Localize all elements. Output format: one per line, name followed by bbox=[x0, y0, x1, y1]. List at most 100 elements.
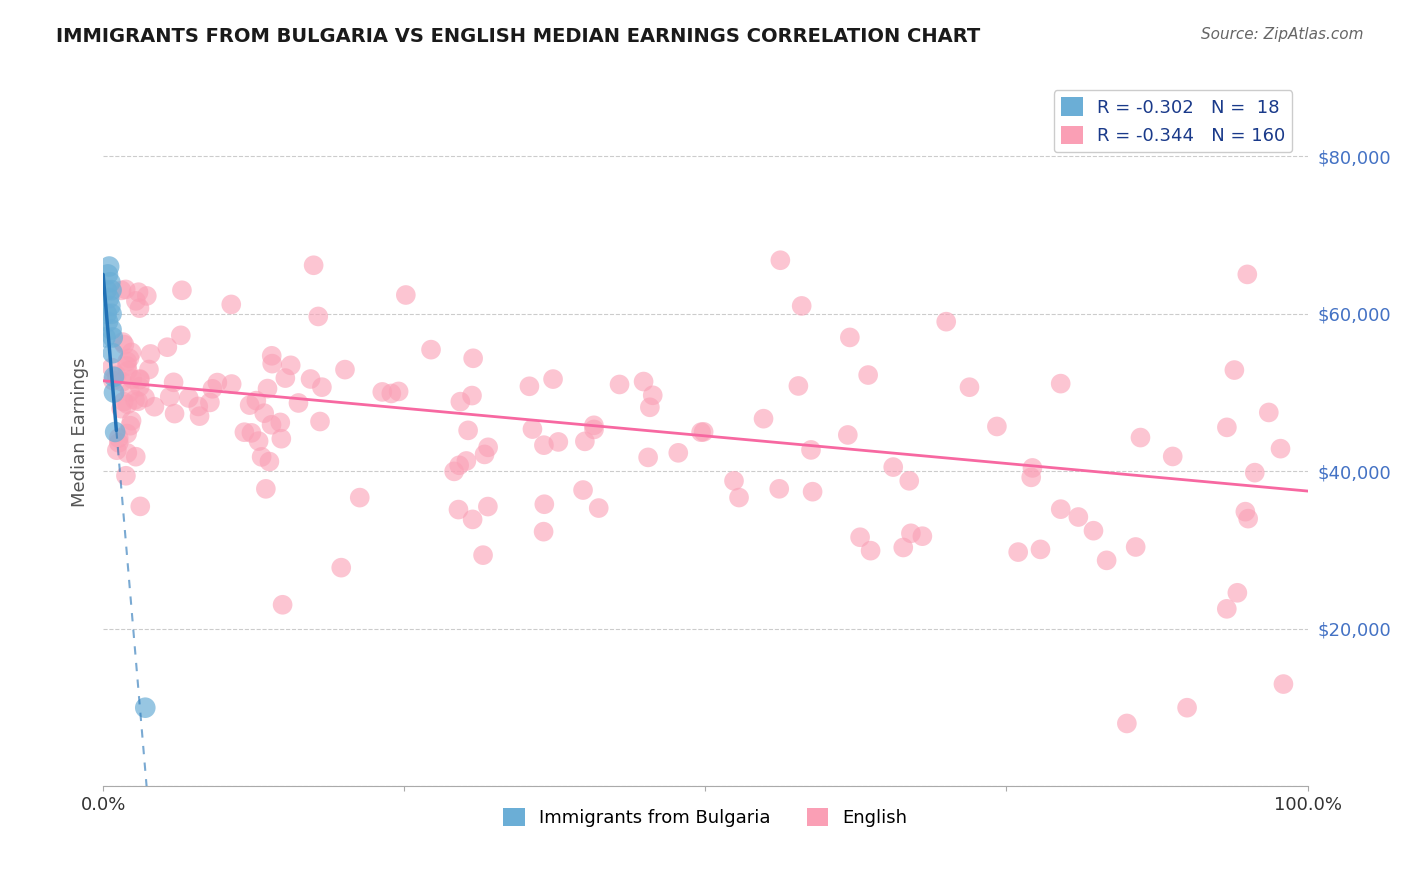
Point bbox=[900, 526, 922, 541]
Point bbox=[118, 384, 141, 399]
Point bbox=[1216, 602, 1239, 616]
Point bbox=[177, 391, 200, 405]
Point bbox=[752, 411, 775, 425]
Point bbox=[533, 438, 555, 452]
Point bbox=[666, 446, 689, 460]
Point bbox=[240, 425, 263, 440]
Point bbox=[461, 388, 484, 402]
Point bbox=[101, 374, 124, 388]
Point bbox=[114, 282, 136, 296]
Point bbox=[572, 483, 595, 497]
Point bbox=[201, 382, 224, 396]
Point bbox=[307, 310, 329, 324]
Point bbox=[221, 377, 243, 392]
Point bbox=[188, 409, 211, 424]
Point bbox=[274, 371, 297, 385]
Point bbox=[1007, 545, 1029, 559]
Point bbox=[233, 425, 256, 440]
Point bbox=[101, 330, 124, 344]
Point bbox=[98, 260, 121, 274]
Point bbox=[280, 359, 302, 373]
Point bbox=[768, 482, 790, 496]
Point bbox=[1223, 363, 1246, 377]
Point bbox=[609, 377, 631, 392]
Point bbox=[118, 351, 141, 366]
Point bbox=[100, 283, 122, 297]
Point bbox=[1049, 376, 1071, 391]
Point bbox=[1125, 540, 1147, 554]
Point bbox=[582, 418, 605, 433]
Point bbox=[253, 406, 276, 420]
Point bbox=[457, 423, 479, 437]
Point bbox=[1021, 461, 1043, 475]
Point bbox=[522, 422, 544, 436]
Point bbox=[1270, 442, 1292, 456]
Point bbox=[259, 454, 281, 468]
Point bbox=[287, 396, 309, 410]
Point bbox=[247, 434, 270, 449]
Point bbox=[541, 372, 564, 386]
Point bbox=[371, 384, 394, 399]
Point bbox=[838, 330, 860, 344]
Point bbox=[477, 500, 499, 514]
Point bbox=[128, 301, 150, 315]
Point bbox=[420, 343, 443, 357]
Point bbox=[135, 289, 157, 303]
Point bbox=[935, 315, 957, 329]
Point bbox=[115, 359, 138, 373]
Point bbox=[128, 380, 150, 394]
Point bbox=[97, 268, 120, 282]
Point bbox=[1226, 586, 1249, 600]
Point bbox=[100, 322, 122, 336]
Point bbox=[270, 432, 292, 446]
Point bbox=[207, 376, 229, 390]
Point bbox=[98, 275, 121, 289]
Point bbox=[159, 390, 181, 404]
Point bbox=[262, 357, 284, 371]
Point bbox=[115, 426, 138, 441]
Point bbox=[1257, 405, 1279, 419]
Point bbox=[443, 464, 465, 478]
Point bbox=[269, 416, 291, 430]
Point bbox=[105, 368, 128, 383]
Point bbox=[121, 414, 143, 428]
Point bbox=[986, 419, 1008, 434]
Point bbox=[447, 502, 470, 516]
Point bbox=[728, 491, 751, 505]
Point bbox=[723, 474, 745, 488]
Point bbox=[187, 400, 209, 414]
Point bbox=[134, 700, 156, 714]
Point bbox=[388, 384, 411, 399]
Point bbox=[125, 450, 148, 464]
Point bbox=[769, 253, 792, 268]
Point bbox=[692, 425, 714, 439]
Point bbox=[112, 337, 135, 351]
Point bbox=[94, 330, 117, 344]
Point bbox=[1019, 470, 1042, 484]
Point bbox=[260, 417, 283, 432]
Text: IMMIGRANTS FROM BULGARIA VS ENGLISH MEDIAN EARNINGS CORRELATION CHART: IMMIGRANTS FROM BULGARIA VS ENGLISH MEDI… bbox=[56, 27, 980, 45]
Point bbox=[1234, 505, 1257, 519]
Point bbox=[115, 354, 138, 368]
Point bbox=[882, 460, 904, 475]
Point bbox=[96, 307, 118, 321]
Point bbox=[849, 530, 872, 544]
Point bbox=[121, 345, 143, 359]
Point bbox=[911, 529, 934, 543]
Point bbox=[101, 346, 124, 360]
Point bbox=[111, 375, 134, 389]
Point bbox=[245, 393, 267, 408]
Point bbox=[128, 372, 150, 386]
Point bbox=[117, 446, 139, 460]
Point bbox=[311, 380, 333, 394]
Point bbox=[271, 598, 294, 612]
Point bbox=[472, 548, 495, 562]
Point bbox=[380, 386, 402, 401]
Point bbox=[254, 482, 277, 496]
Point bbox=[333, 362, 356, 376]
Point bbox=[1161, 450, 1184, 464]
Point bbox=[1115, 716, 1137, 731]
Point bbox=[891, 541, 914, 555]
Point bbox=[239, 398, 262, 412]
Point bbox=[633, 375, 655, 389]
